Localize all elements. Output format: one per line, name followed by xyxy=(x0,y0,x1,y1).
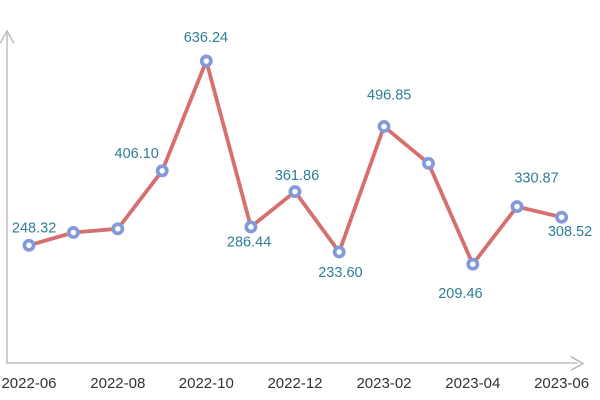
svg-text:248.32: 248.32 xyxy=(12,221,56,237)
svg-text:2023-02: 2023-02 xyxy=(356,375,411,392)
svg-text:496.85: 496.85 xyxy=(367,88,411,104)
svg-text:2023-06: 2023-06 xyxy=(534,375,589,392)
svg-text:636.24: 636.24 xyxy=(184,30,228,46)
svg-text:2022-10: 2022-10 xyxy=(179,375,234,392)
svg-text:2023-04: 2023-04 xyxy=(445,375,500,392)
svg-text:361.86: 361.86 xyxy=(275,168,319,184)
svg-text:2022-08: 2022-08 xyxy=(90,375,145,392)
svg-text:209.46: 209.46 xyxy=(438,286,482,302)
svg-text:308.52: 308.52 xyxy=(548,224,592,240)
svg-text:330.87: 330.87 xyxy=(514,171,558,187)
svg-text:2022-12: 2022-12 xyxy=(267,375,322,392)
svg-text:2022-06: 2022-06 xyxy=(1,375,56,392)
svg-text:406.10: 406.10 xyxy=(115,146,159,162)
svg-text:233.60: 233.60 xyxy=(318,265,362,281)
svg-text:286.44: 286.44 xyxy=(227,234,271,250)
